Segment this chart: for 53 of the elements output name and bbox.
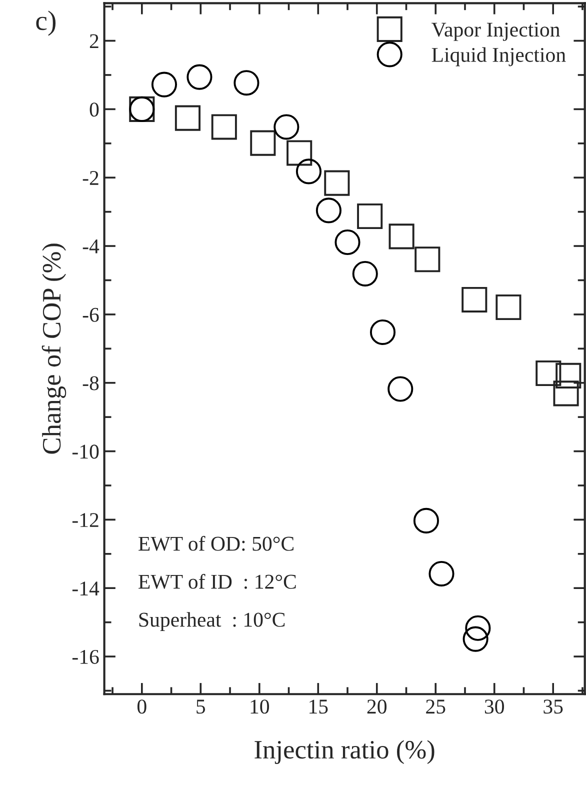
x-tick-label: 35: [544, 700, 563, 714]
legend-label: Liquid Injection: [432, 47, 566, 66]
point: [428, 560, 454, 587]
annotation: EWT of ID : 12°C: [138, 574, 296, 589]
y-tick-label: 0: [90, 102, 99, 117]
y-tick-label: -8: [82, 376, 99, 390]
y-tick-label: -12: [72, 513, 98, 527]
text: c): [36, 10, 56, 36]
point: [413, 508, 439, 534]
point: [274, 114, 300, 140]
x-tick-label: 25: [426, 700, 446, 714]
point: [151, 72, 178, 98]
x-tick-label: 30: [484, 700, 504, 714]
point: [234, 70, 260, 96]
point: [388, 376, 414, 402]
y-tick-label: -2: [82, 171, 98, 185]
y-tick-label: -10: [72, 444, 99, 459]
x-tick-label: 0: [137, 700, 146, 714]
point: [211, 114, 237, 140]
point: [316, 198, 342, 224]
point: [250, 130, 276, 156]
x-tick-label: 5: [196, 700, 206, 714]
x-axis-title: Injectin ratio (%): [254, 740, 434, 764]
point: [296, 158, 322, 184]
point: [465, 615, 491, 641]
point: [462, 626, 488, 652]
annotation: EWT of OD: 50°C: [138, 536, 294, 551]
legend-label: Vapor Injection: [432, 22, 560, 41]
point: [186, 64, 212, 90]
point: [414, 246, 440, 272]
point: [370, 319, 396, 346]
point: [496, 294, 522, 320]
x-tick-label: 15: [310, 700, 328, 714]
y-tick-label: 2: [90, 34, 98, 48]
point: [536, 360, 562, 386]
point: [174, 105, 201, 131]
point: [352, 260, 378, 287]
annotation: Superheat : 10°C: [139, 612, 285, 632]
point: [556, 362, 582, 388]
y-axis-title: Change of COP (%): [42, 244, 66, 454]
point: [324, 170, 350, 196]
y-tick-label: -6: [82, 308, 99, 322]
y-tick-label: -16: [72, 650, 99, 664]
point: [286, 140, 312, 166]
y-tick-label: -14: [72, 582, 100, 596]
point: [357, 203, 383, 230]
point: [462, 286, 488, 313]
x-tick-label: 20: [367, 700, 386, 714]
x-tick-label: 10: [250, 700, 270, 714]
point: [388, 224, 414, 250]
y-tick-label: -4: [82, 240, 100, 254]
point: [334, 229, 360, 256]
point: [553, 380, 579, 406]
